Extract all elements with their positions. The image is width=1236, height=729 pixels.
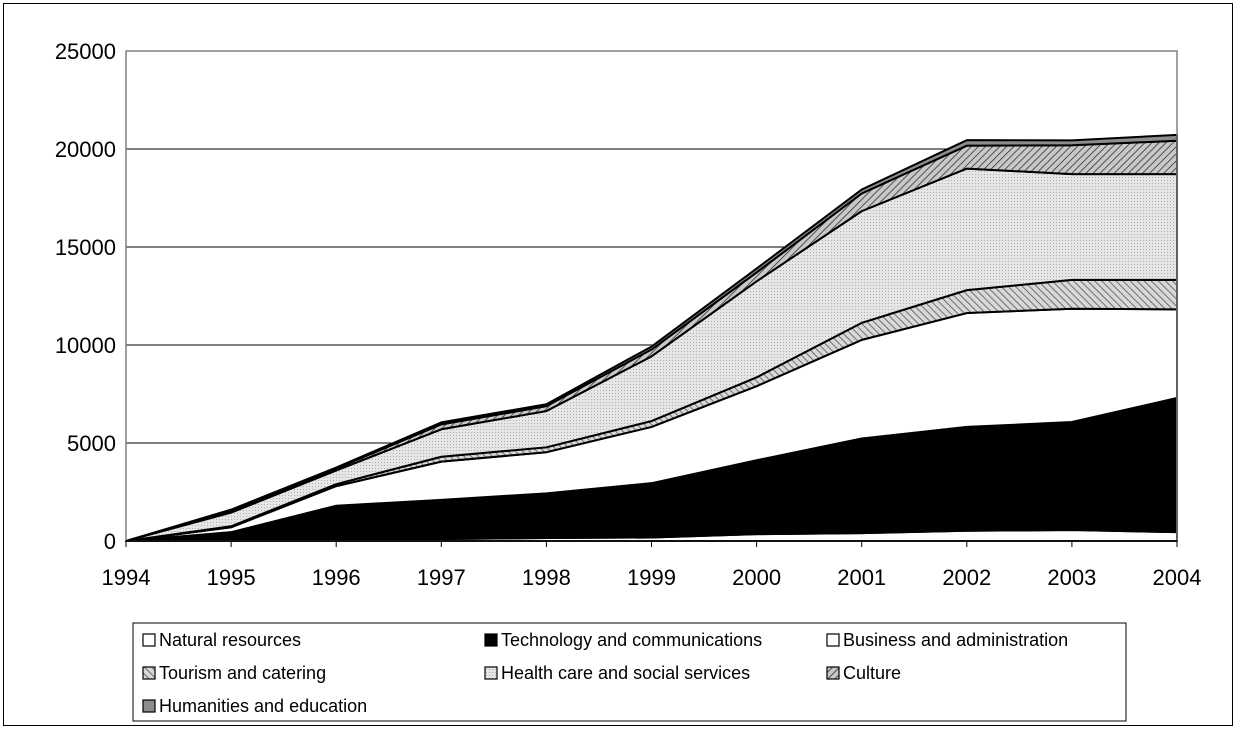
x-tick-label: 1999	[627, 565, 676, 590]
legend-label: Natural resources	[159, 630, 301, 650]
y-tick-label: 20000	[55, 137, 116, 162]
x-tick-label: 2002	[942, 565, 991, 590]
legend-label: Health care and social services	[501, 663, 750, 683]
legend-swatch	[826, 666, 840, 680]
y-tick-label: 15000	[55, 235, 116, 260]
legend-swatch	[142, 699, 156, 713]
legend-label: Humanities and education	[159, 696, 367, 716]
x-tick-label: 1997	[417, 565, 466, 590]
legend-label: Tourism and catering	[159, 663, 326, 683]
legend: Natural resources Technology and communic…	[132, 622, 1127, 722]
legend-swatch	[484, 666, 498, 680]
legend-label: Technology and communications	[501, 630, 762, 650]
x-tick-label: 1994	[102, 565, 151, 590]
x-tick-label: 2004	[1153, 565, 1202, 590]
y-tick-label: 0	[104, 529, 116, 554]
y-tick-label: 25000	[55, 39, 116, 64]
x-tick-label: 1998	[522, 565, 571, 590]
x-tick-label: 2000	[732, 565, 781, 590]
x-tick-label: 2001	[837, 565, 886, 590]
legend-label: Culture	[843, 663, 901, 683]
legend-swatch	[826, 633, 840, 647]
legend-box	[132, 622, 1127, 722]
y-tick-label: 5000	[67, 431, 116, 456]
legend-swatch	[484, 633, 498, 647]
axes: 0 5000 10000 15000 20000 25000 1994 1995 1996 199…	[55, 39, 1202, 590]
y-tick-label: 10000	[55, 333, 116, 358]
legend-swatch	[142, 666, 156, 680]
legend-swatch	[142, 633, 156, 647]
area-series-group	[125, 133, 1178, 542]
legend-label: Business and administration	[843, 630, 1068, 650]
x-tick-label: 1995	[207, 565, 256, 590]
x-tick-label: 2003	[1047, 565, 1096, 590]
x-tick-label: 1996	[312, 565, 361, 590]
